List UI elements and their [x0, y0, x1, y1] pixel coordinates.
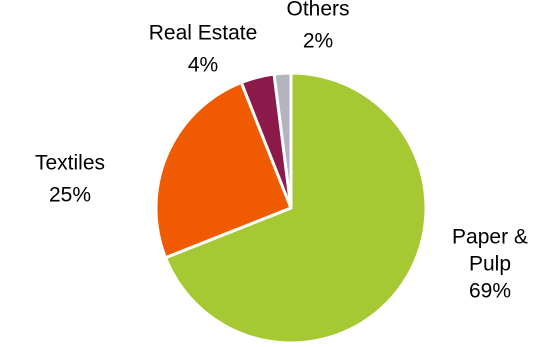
- data-label-others-percent: 2%: [303, 30, 333, 53]
- data-label-paper-pulp-percent: 69%: [469, 280, 511, 303]
- data-label-real-estate-percent: 4%: [188, 54, 218, 77]
- data-label-paper-pulp-name: Paper &: [452, 226, 528, 249]
- data-label-paper-pulp-name: Pulp: [469, 253, 511, 276]
- data-label-textiles-name: Textiles: [35, 152, 105, 175]
- data-label-textiles-percent: 25%: [49, 184, 91, 207]
- pie-labels: Paper & Pulp 69% Textiles 25% Real Estate 4% Ot…: [35, 0, 528, 303]
- pie-slice-paper-pulp: [163, 71, 428, 345]
- pie-slice-others: [272, 71, 293, 210]
- data-label-others-name: Others: [286, 0, 349, 21]
- data-label-real-estate-name: Real Estate: [149, 22, 258, 45]
- pie-slices: [154, 71, 428, 345]
